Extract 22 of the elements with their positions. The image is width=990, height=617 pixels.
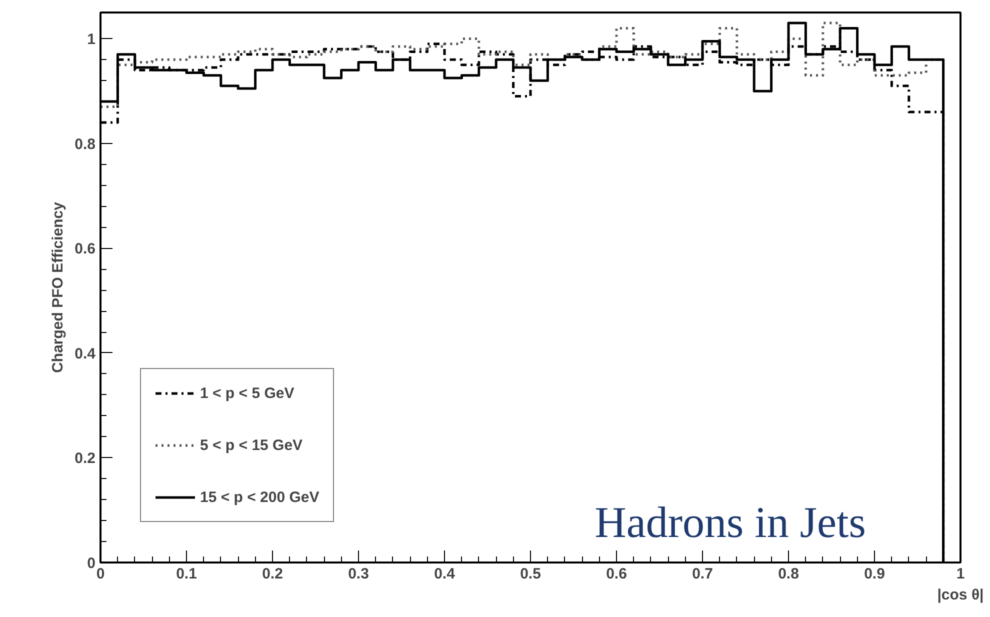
y-axis-title: Charged PFO Efficiency <box>50 201 67 373</box>
x-tick-label: 0.4 <box>434 566 456 582</box>
x-axis-title: |cos θ| <box>937 586 984 604</box>
x-tick-label: 0.2 <box>262 566 283 582</box>
y-tick-label: 0.4 <box>74 345 96 362</box>
legend-label: 5 < p < 15 GeV <box>200 436 303 454</box>
x-tick-label: 0.7 <box>692 566 713 582</box>
x-tick-label: 1 <box>956 566 965 582</box>
x-tick-label: 0.6 <box>606 566 627 582</box>
y-tick-label: 1 <box>87 31 96 48</box>
y-tick-label: 0 <box>87 555 96 572</box>
x-tick-label: 0.8 <box>778 566 799 582</box>
annotation: Hadrons in Jets <box>594 498 866 547</box>
x-tick-label: 0.1 <box>176 566 197 582</box>
y-tick-label: 0.2 <box>74 450 96 468</box>
legend-label: 15 < p < 200 GeV <box>200 488 320 506</box>
y-tick-label: 0.6 <box>74 240 96 258</box>
x-tick-label: 0.3 <box>348 566 369 582</box>
x-tick-label: 0.5 <box>520 566 541 582</box>
x-tick-label: 0.9 <box>864 566 885 582</box>
legend-label: 1 < p < 5 GeV <box>200 384 294 402</box>
y-tick-label: 0.8 <box>74 136 96 153</box>
